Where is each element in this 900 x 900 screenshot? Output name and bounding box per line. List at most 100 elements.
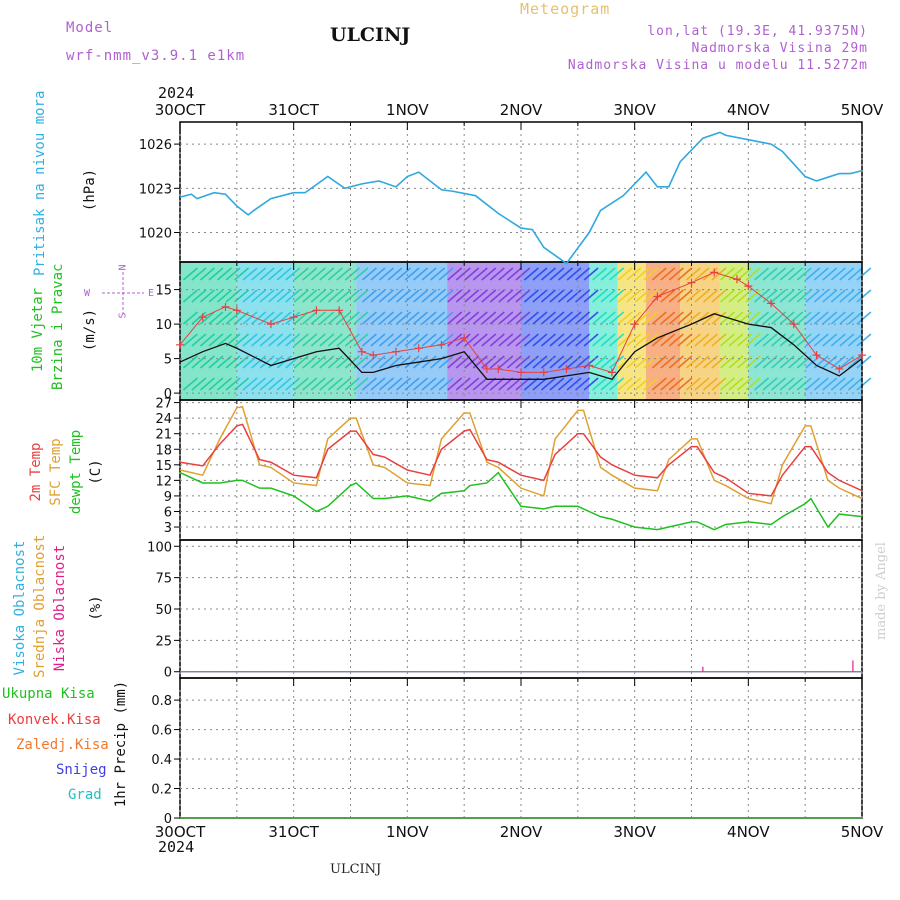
wind-barb-184 [438,355,454,369]
y-tick-label: 1026 [139,138,172,153]
y-tick-label: 1020 [139,227,172,242]
wind-barb-265 [557,289,574,303]
wind-barb-173 [421,377,437,391]
wind-barb-263 [549,377,565,391]
wind-barb-150 [396,267,412,281]
wind-barb-300 [609,267,625,281]
wind-barb-106 [327,355,343,369]
wind-barb-121 [353,289,369,303]
wind-barb-134 [370,311,386,325]
wind-barb-223 [498,289,514,303]
wind-barb-245 [523,377,539,391]
wind-barb-257 [540,377,556,391]
wind-barb-151 [396,289,412,303]
wind-barb-12 [199,267,215,281]
wind-barb-270 [566,267,582,281]
wind-barb-0 [182,267,198,281]
wind-barb-218 [489,311,505,325]
wind-barb-219 [489,333,505,347]
wind-barb-334 [651,355,667,369]
wind-barb-390 [737,267,753,281]
y-tick-label: 5 [164,353,172,368]
wind-barb-26 [216,311,233,325]
wind-gust-marker [767,299,776,308]
wind-barb-132 [370,267,386,281]
date-label-bottom: 2NOV [500,823,543,841]
wind-barb-10 [191,355,207,369]
wind-barb-91 [310,289,326,303]
wind-barb-464 [839,311,855,325]
wind-gust-marker [460,333,469,342]
wind-barb-444 [813,267,829,281]
wind-barb-19 [208,289,224,303]
wind-barb-318 [634,267,650,281]
wind-barb-39 [234,333,250,347]
wind-barb-244 [523,355,539,369]
wind-barb-452 [822,311,838,325]
wind-barb-190 [447,355,463,369]
lonlat-label: lon,lat (19.3E, 41.9375N) [647,24,868,39]
wind-barb-215 [481,377,497,391]
wind-barb-338 [660,311,676,325]
wind-barb-330 [651,267,667,281]
precip-label-convective: Konvek.Kisa [8,712,101,728]
wind-barb-52 [251,355,267,369]
wind-barb-122 [353,311,369,325]
wind-barb-170 [421,311,437,325]
wind-barb-394 [737,355,753,369]
wind-barb-282 [583,267,599,281]
wind-barb-463 [839,289,855,303]
wind-barb-361 [694,289,710,303]
wind-barb-176 [430,311,446,325]
wind-barb-165 [413,333,429,347]
wind-barb-248 [532,311,548,325]
wind-barb-13 [199,289,215,303]
wind-barb-32 [225,311,241,325]
wind-gust-marker [335,306,344,315]
wind-barb-255 [540,333,556,347]
wind-barb-350 [677,311,693,325]
wind-barb-92 [310,311,326,325]
y-tick-label: 0.8 [151,694,172,709]
wind-barb-72 [285,267,301,281]
wind-barb-377 [711,377,727,391]
wind-gust-marker [812,351,821,360]
wind-barb-289 [592,289,608,303]
wind-barb-42 [242,267,258,281]
wind-barb-225 [498,333,514,347]
wind-barb-297 [600,333,616,347]
wind-barb-411 [762,333,778,347]
wind-gust-marker [221,302,230,311]
wind-barb-101 [319,377,335,391]
wind-gust-marker [744,282,753,291]
date-label-top: 30OCT [155,101,206,119]
wind-barb-453 [822,333,838,347]
wind-barb-130 [361,355,377,369]
wind-barb-71 [276,377,292,391]
wind-barb-16 [199,355,215,369]
wind-barb-271 [566,289,582,303]
wind-barb-209 [472,377,488,391]
wind-barb-201 [464,333,480,347]
model-label: Model [66,20,114,36]
wind-barb-402 [754,267,770,281]
wind-barb-404 [754,311,770,325]
wind-barb-128 [361,311,377,325]
wind-barb-129 [361,333,377,347]
wind-barb-213 [481,333,497,347]
wind-barb-340 [660,355,676,369]
wind-barb-235 [515,289,531,303]
wind-barb-434 [796,311,812,325]
wind-barb-461 [830,377,846,391]
wind-barb-133 [370,289,386,303]
wind-barb-63 [268,333,284,347]
wind-barb-104 [327,311,343,325]
wind-barb-100 [319,355,335,369]
wind-barb-156 [404,267,420,281]
wind-barb-17 [199,377,215,391]
wind-barb-159 [404,333,420,347]
wind-barb-79 [293,289,309,303]
wind-barb-287 [583,377,599,391]
wind-barb-327 [643,333,659,347]
wind-gust-marker [630,320,639,329]
